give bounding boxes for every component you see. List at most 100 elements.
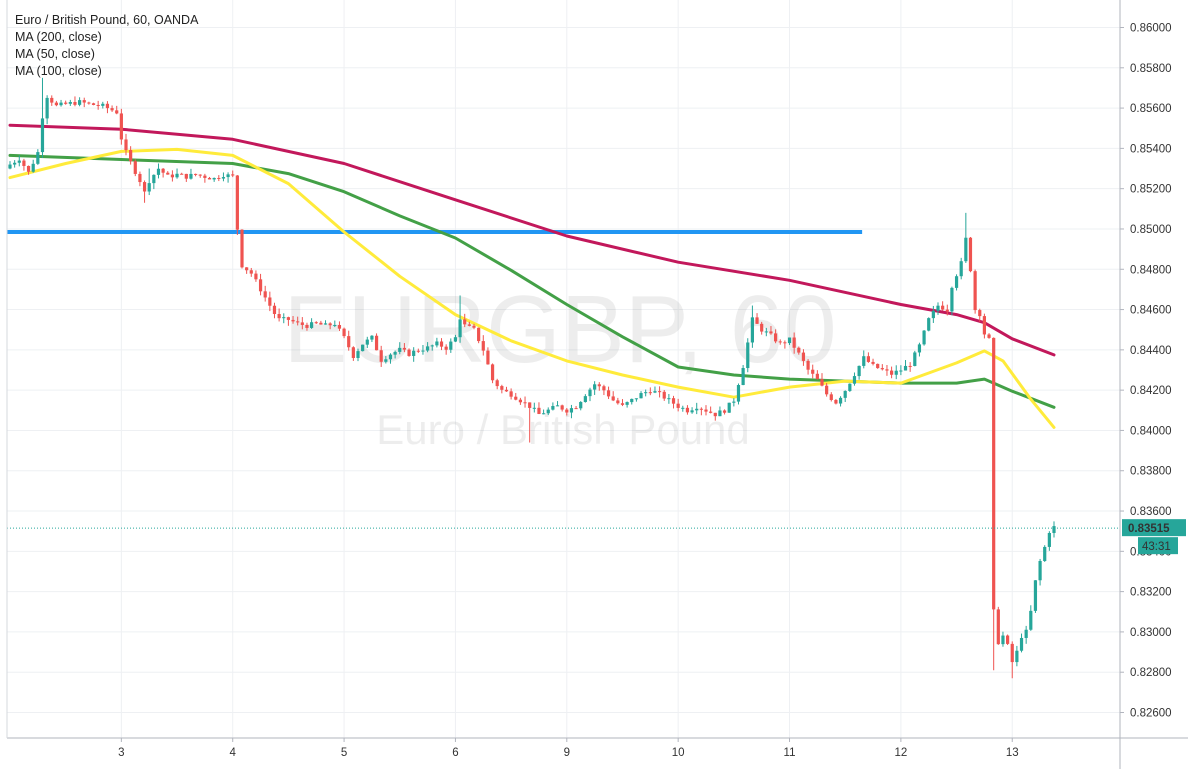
candle-body xyxy=(1001,635,1005,645)
candle-body xyxy=(87,102,91,104)
candle xyxy=(64,100,68,105)
candle-body xyxy=(820,379,824,386)
candle-body xyxy=(718,410,722,417)
candle-body xyxy=(653,391,657,393)
candle xyxy=(760,321,764,335)
candle xyxy=(857,365,861,380)
candle-body xyxy=(546,409,550,414)
candle-body xyxy=(634,398,638,400)
candle xyxy=(170,170,174,182)
candle xyxy=(8,161,12,170)
candle-body xyxy=(175,173,179,178)
candle xyxy=(542,409,546,415)
candle xyxy=(96,100,100,110)
candle xyxy=(625,401,629,408)
candle xyxy=(936,302,940,315)
candle-body xyxy=(184,173,188,179)
candle xyxy=(124,133,128,156)
candle xyxy=(899,365,903,376)
candle-body xyxy=(133,161,137,174)
candle-body xyxy=(843,390,847,398)
candle xyxy=(147,168,151,196)
candle xyxy=(964,212,968,263)
candle-body xyxy=(769,331,773,334)
candle-body xyxy=(885,369,889,371)
candle-body xyxy=(26,165,31,172)
legend-symbol-title[interactable]: Euro / British Pound, 60, OANDA xyxy=(15,13,199,27)
candle xyxy=(393,350,397,359)
candle xyxy=(495,378,499,390)
candle-body xyxy=(1043,546,1047,561)
candle-body xyxy=(829,394,833,400)
candle xyxy=(690,407,694,414)
candle xyxy=(996,606,1000,645)
x-axis-ticks[interactable]: 3 4 5 6 9 10 11 12 13 xyxy=(118,738,1019,759)
candle xyxy=(783,340,787,349)
candle xyxy=(871,358,875,366)
candle-body xyxy=(611,396,615,401)
candle xyxy=(272,302,277,319)
candle-body xyxy=(658,391,662,393)
x-tick-label: 4 xyxy=(230,747,237,759)
y-axis-ticks[interactable]: 0.86000 0.85800 0.85600 0.85400 0.85200 0.850… xyxy=(1120,23,1172,720)
candle-body xyxy=(551,406,555,410)
candle-body xyxy=(1019,637,1024,651)
candle xyxy=(699,407,703,416)
candle xyxy=(565,408,569,416)
candle-body xyxy=(161,168,165,173)
legend-study-ma100[interactable]: MA (100, close) xyxy=(15,64,102,78)
candle xyxy=(263,285,267,302)
candle xyxy=(490,363,495,384)
candle-body xyxy=(1038,560,1042,581)
candle-body xyxy=(755,317,759,324)
candle xyxy=(300,317,304,330)
y-tick-label: 0.84400 xyxy=(1130,345,1172,357)
candle-body xyxy=(648,392,652,394)
candle xyxy=(388,353,393,364)
candle-body xyxy=(212,177,216,180)
candle-body xyxy=(509,391,513,397)
y-tick-label: 0.85000 xyxy=(1130,224,1172,236)
candle-body xyxy=(699,408,703,410)
legend-study-ma200[interactable]: MA (200, close) xyxy=(15,30,102,44)
candle xyxy=(105,101,110,114)
candle-body xyxy=(709,411,713,413)
candle xyxy=(834,398,838,405)
candle xyxy=(978,308,982,322)
candle-body xyxy=(1029,610,1033,630)
candle-body xyxy=(426,346,430,351)
candle-body xyxy=(588,389,592,397)
candle xyxy=(194,173,198,177)
legend-study-ma50[interactable]: MA (50, close) xyxy=(15,47,95,61)
candle xyxy=(787,337,792,345)
candle-body xyxy=(8,164,12,169)
candle-body xyxy=(393,351,397,355)
candle-body xyxy=(435,341,439,346)
candle-body xyxy=(1006,635,1010,644)
candle-body xyxy=(941,305,945,310)
candle-body xyxy=(959,261,963,277)
candle xyxy=(880,364,884,371)
candle xyxy=(115,105,119,115)
candle-body xyxy=(639,393,643,399)
candle-body xyxy=(504,389,509,392)
candle xyxy=(597,382,601,391)
candle-body xyxy=(13,162,17,165)
candle xyxy=(73,96,77,107)
candle-body xyxy=(964,237,968,262)
candle xyxy=(500,384,504,394)
candle xyxy=(351,346,355,361)
candle-body xyxy=(992,337,996,610)
candle xyxy=(342,327,346,339)
candle-body xyxy=(593,384,597,390)
y-tick-label: 0.84600 xyxy=(1130,305,1172,317)
candle xyxy=(184,173,188,182)
candle xyxy=(379,345,383,367)
candle xyxy=(45,95,49,125)
candle xyxy=(458,295,462,343)
candle-body xyxy=(194,173,198,175)
candle xyxy=(987,333,991,339)
candle xyxy=(504,386,509,392)
